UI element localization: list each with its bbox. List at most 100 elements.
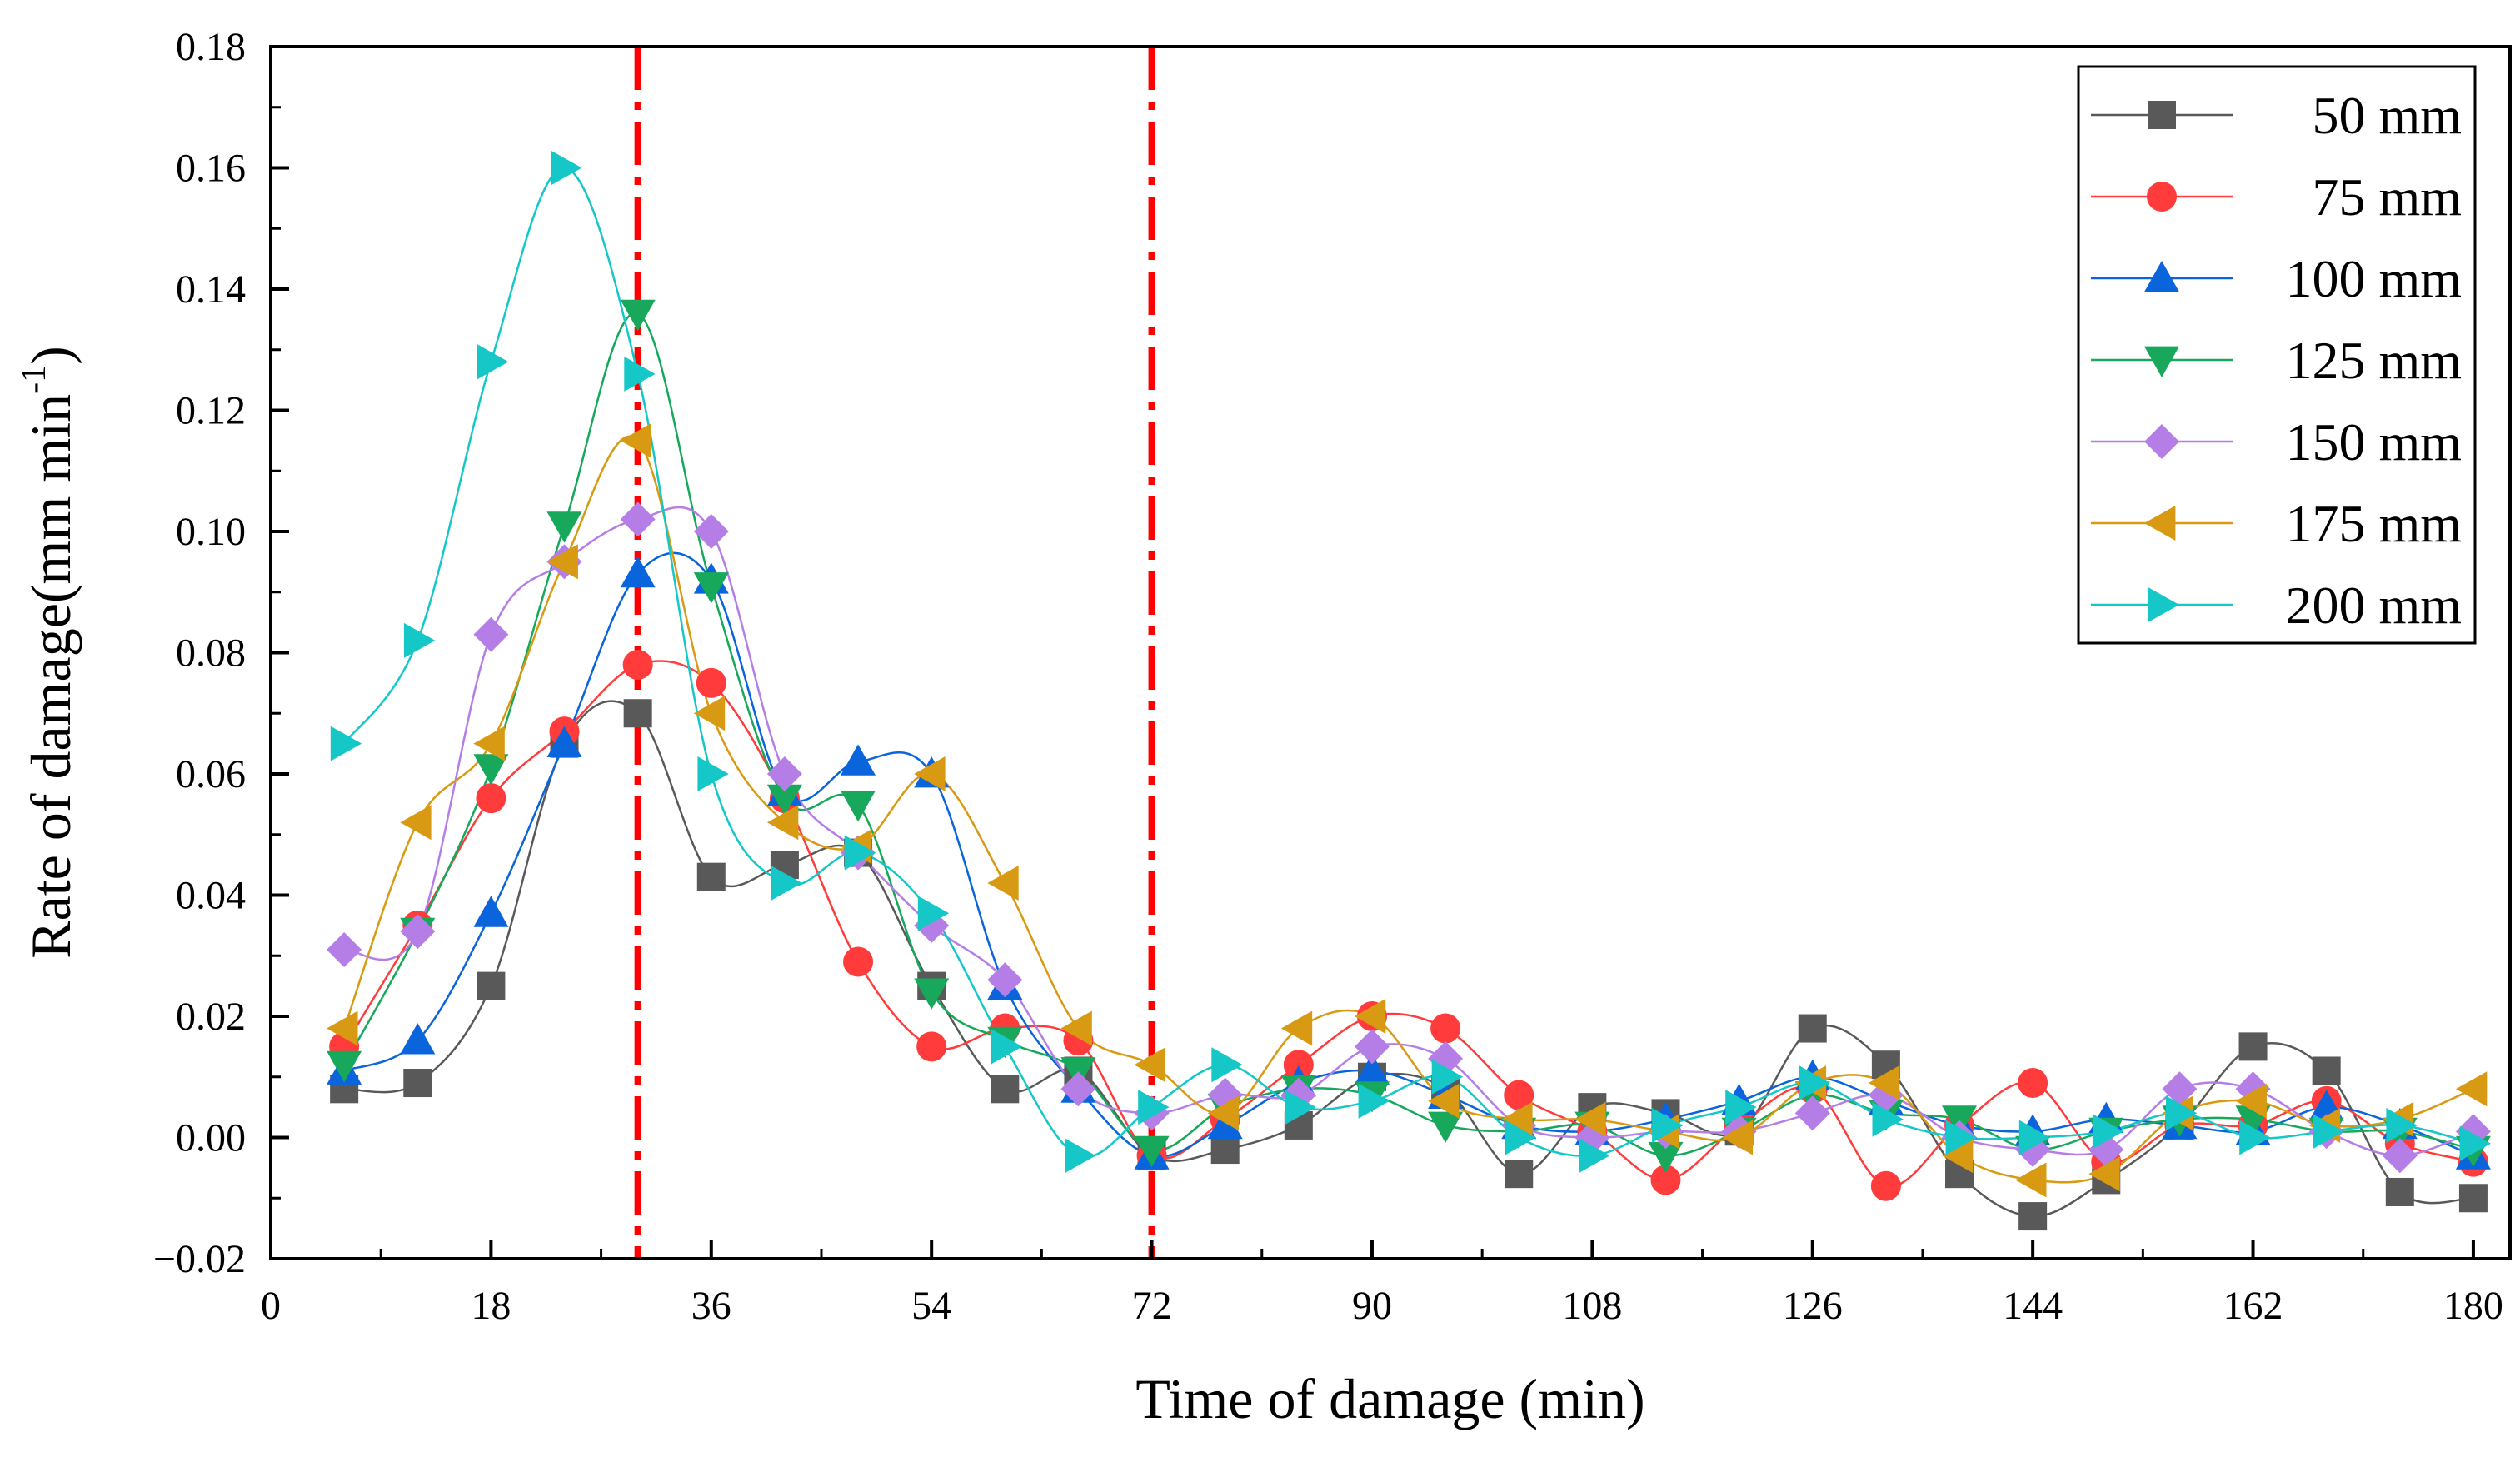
x-tick-label: 144 (2003, 1284, 2063, 1328)
data-point (2385, 1177, 2414, 1206)
series-markers (327, 150, 2491, 1231)
legend-label: 175 mm (2285, 494, 2462, 553)
legend-marker (2144, 506, 2176, 541)
data-point (400, 1023, 436, 1055)
data-point (473, 754, 509, 786)
data-point (2312, 1056, 2341, 1085)
y-tick-label: 0.14 (176, 267, 246, 312)
data-point (620, 501, 656, 537)
x-tick-label: 126 (1783, 1284, 1843, 1328)
data-point (551, 150, 582, 186)
data-point (1505, 1120, 1537, 1155)
data-point (623, 699, 652, 728)
data-point (327, 1050, 362, 1083)
legend-marker (2144, 261, 2179, 292)
data-point (2015, 1162, 2047, 1198)
legend-item: 50 mm (2091, 86, 2462, 145)
data-point (2238, 1032, 2268, 1061)
legend-items: 50 mm 75 mm 100 mm 125 mm 150 mm 175 mm 200 mm (2091, 86, 2462, 635)
y-axis-title-superscript: -1 (15, 365, 53, 394)
data-point (2459, 1125, 2491, 1161)
data-point (914, 756, 946, 791)
data-point (2455, 1071, 2488, 1107)
legend-marker (2144, 424, 2179, 459)
data-point (476, 783, 506, 814)
legend-item: 200 mm (2091, 576, 2462, 635)
data-point (1504, 1080, 1534, 1110)
x-tick-label: 0 (261, 1284, 281, 1328)
data-point (403, 622, 436, 658)
y-axis-title-main: Rate of damage(mm min (19, 394, 82, 959)
data-point (696, 862, 726, 891)
data-point (624, 356, 656, 392)
data-point (766, 756, 802, 791)
data-point (477, 971, 506, 1000)
data-point (1721, 1120, 1753, 1155)
legend-item: 150 mm (2091, 412, 2462, 472)
legend-item: 100 mm (2091, 249, 2462, 308)
data-point (1794, 1095, 1830, 1131)
legend-label: 200 mm (2285, 576, 2462, 635)
data-point (473, 616, 509, 652)
y-tick-label: 0.18 (176, 25, 246, 69)
legend-marker (2148, 101, 2176, 129)
series-points-6 (330, 150, 2491, 1174)
legend-box (2077, 65, 2477, 645)
data-point (841, 744, 876, 776)
data-point (477, 344, 509, 380)
data-point (766, 805, 799, 841)
legend-label: 125 mm (2285, 331, 2462, 390)
data-point (2458, 1184, 2488, 1213)
data-point (841, 791, 876, 822)
y-tick-label: 0.00 (176, 1116, 246, 1160)
legend: 50 mm 75 mm 100 mm 125 mm 150 mm 175 mm 200 mm (2077, 65, 2477, 645)
data-point (1280, 1010, 1313, 1046)
data-point (1574, 1101, 1606, 1137)
data-point (546, 511, 582, 543)
x-tick-label: 36 (691, 1284, 731, 1328)
data-point (2018, 1120, 2051, 1155)
data-point (843, 946, 874, 977)
y-axis-title: Rate of damage(mm min-1) (15, 346, 82, 959)
data-point (2092, 1114, 2124, 1150)
x-tick-label: 90 (1352, 1284, 1392, 1328)
y-axis-ticks: −0.02 0.00 0.02 0.04 0.06 0.08 0.10 0.12 0.14 0.1… (153, 25, 289, 1281)
data-point (1652, 1108, 1684, 1143)
legend-marker (2147, 182, 2177, 212)
data-point (1060, 1010, 1092, 1046)
data-point (327, 1010, 358, 1046)
data-point (2386, 1108, 2418, 1143)
legend-label: 100 mm (2285, 249, 2462, 308)
data-point (1431, 1059, 1464, 1095)
data-point (620, 556, 656, 588)
data-point (1648, 1141, 1684, 1174)
data-point (1134, 1047, 1165, 1083)
data-point (1355, 999, 1386, 1034)
data-point (327, 932, 362, 967)
data-point (2239, 1120, 2271, 1155)
data-point (1868, 1065, 1900, 1100)
x-tick-label: 72 (1132, 1284, 1172, 1328)
data-point (1283, 1050, 1314, 1080)
data-point (1060, 1071, 1096, 1107)
data-point (693, 696, 726, 731)
data-point (546, 544, 578, 580)
data-point (2382, 1138, 2418, 1174)
series-points-5 (327, 422, 2488, 1198)
data-point (2313, 1114, 2344, 1150)
data-point (1138, 1090, 1170, 1125)
data-point (914, 978, 950, 1010)
data-point (1945, 1120, 1977, 1155)
y-tick-label: 0.06 (176, 752, 246, 796)
data-point (766, 784, 802, 816)
data-point (696, 667, 726, 698)
data-point (2018, 1068, 2048, 1099)
y-tick-label: 0.10 (176, 510, 246, 554)
series-line-6 (343, 167, 2474, 1159)
data-point (1210, 1135, 1240, 1165)
series-points-2 (327, 556, 2491, 1170)
y-tick-label: 0.04 (176, 874, 246, 918)
data-point (546, 726, 582, 757)
data-point (1355, 1053, 1390, 1085)
